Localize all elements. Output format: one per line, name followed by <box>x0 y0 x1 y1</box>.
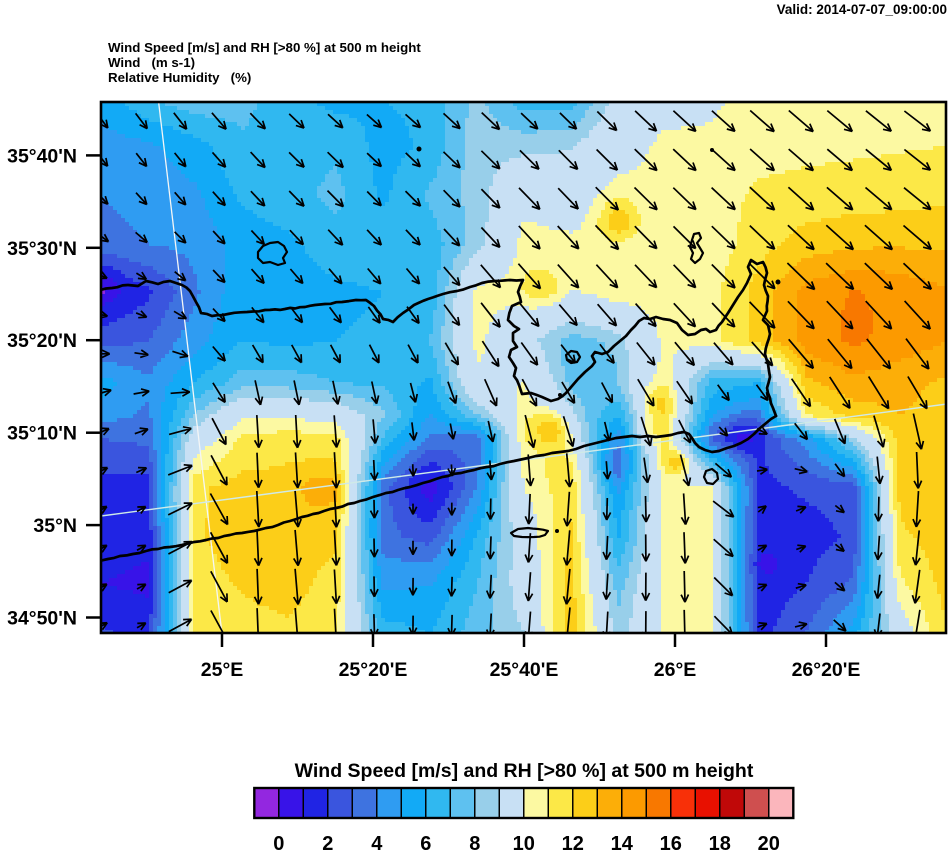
svg-text:20: 20 <box>758 833 780 854</box>
svg-text:35°10'N: 35°10'N <box>7 423 77 445</box>
svg-text:14: 14 <box>611 833 634 854</box>
svg-text:16: 16 <box>660 833 682 854</box>
svg-text:Wind (m s-1): Wind (m s-1) <box>108 55 195 70</box>
svg-text:35°40'N: 35°40'N <box>7 145 77 167</box>
svg-text:34°50'N: 34°50'N <box>7 608 77 630</box>
svg-text:12: 12 <box>562 833 584 854</box>
svg-text:10: 10 <box>513 833 535 854</box>
svg-text:6: 6 <box>420 833 431 854</box>
svg-text:Relative Humidity (%): Relative Humidity (%) <box>108 70 251 85</box>
svg-text:26°E: 26°E <box>654 659 697 681</box>
svg-text:25°40'E: 25°40'E <box>490 659 559 681</box>
svg-text:18: 18 <box>709 833 731 854</box>
svg-text:2: 2 <box>322 833 333 854</box>
svg-text:4: 4 <box>371 833 383 854</box>
svg-text:0: 0 <box>273 833 284 854</box>
svg-text:Wind Speed [m/s] and RH [>80 %: Wind Speed [m/s] and RH [>80 %] at 500 m… <box>108 40 421 55</box>
svg-text:Valid: 2014-07-07_09:00:00: Valid: 2014-07-07_09:00:00 <box>777 2 947 17</box>
svg-text:35°N: 35°N <box>33 515 77 537</box>
svg-text:Wind Speed [m/s] and RH [>80 %: Wind Speed [m/s] and RH [>80 %] at 500 m… <box>295 760 754 782</box>
svg-text:35°20'N: 35°20'N <box>7 330 77 352</box>
svg-text:8: 8 <box>469 833 480 854</box>
svg-text:35°30'N: 35°30'N <box>7 238 77 260</box>
svg-text:25°20'E: 25°20'E <box>339 659 408 681</box>
svg-text:26°20'E: 26°20'E <box>792 659 861 681</box>
svg-text:25°E: 25°E <box>201 659 244 681</box>
